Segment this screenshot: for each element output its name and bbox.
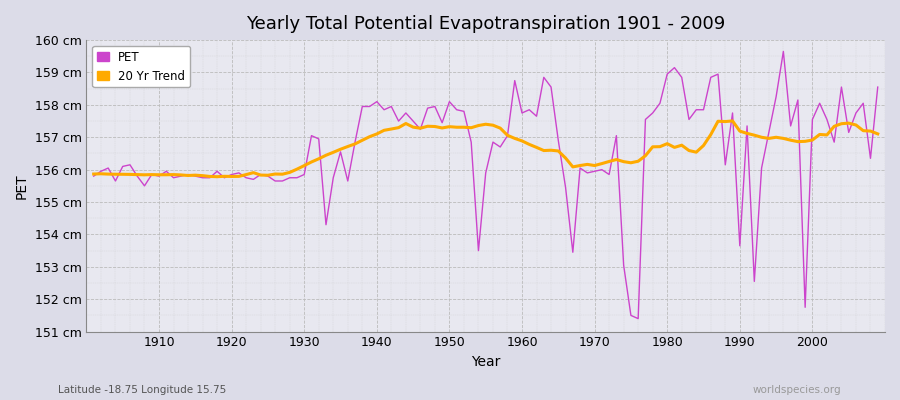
Y-axis label: PET: PET	[15, 173, 29, 199]
X-axis label: Year: Year	[471, 355, 500, 369]
Title: Yearly Total Potential Evapotranspiration 1901 - 2009: Yearly Total Potential Evapotranspiratio…	[246, 15, 725, 33]
Text: Latitude -18.75 Longitude 15.75: Latitude -18.75 Longitude 15.75	[58, 385, 227, 395]
Text: worldspecies.org: worldspecies.org	[753, 385, 842, 395]
Legend: PET, 20 Yr Trend: PET, 20 Yr Trend	[93, 46, 190, 87]
